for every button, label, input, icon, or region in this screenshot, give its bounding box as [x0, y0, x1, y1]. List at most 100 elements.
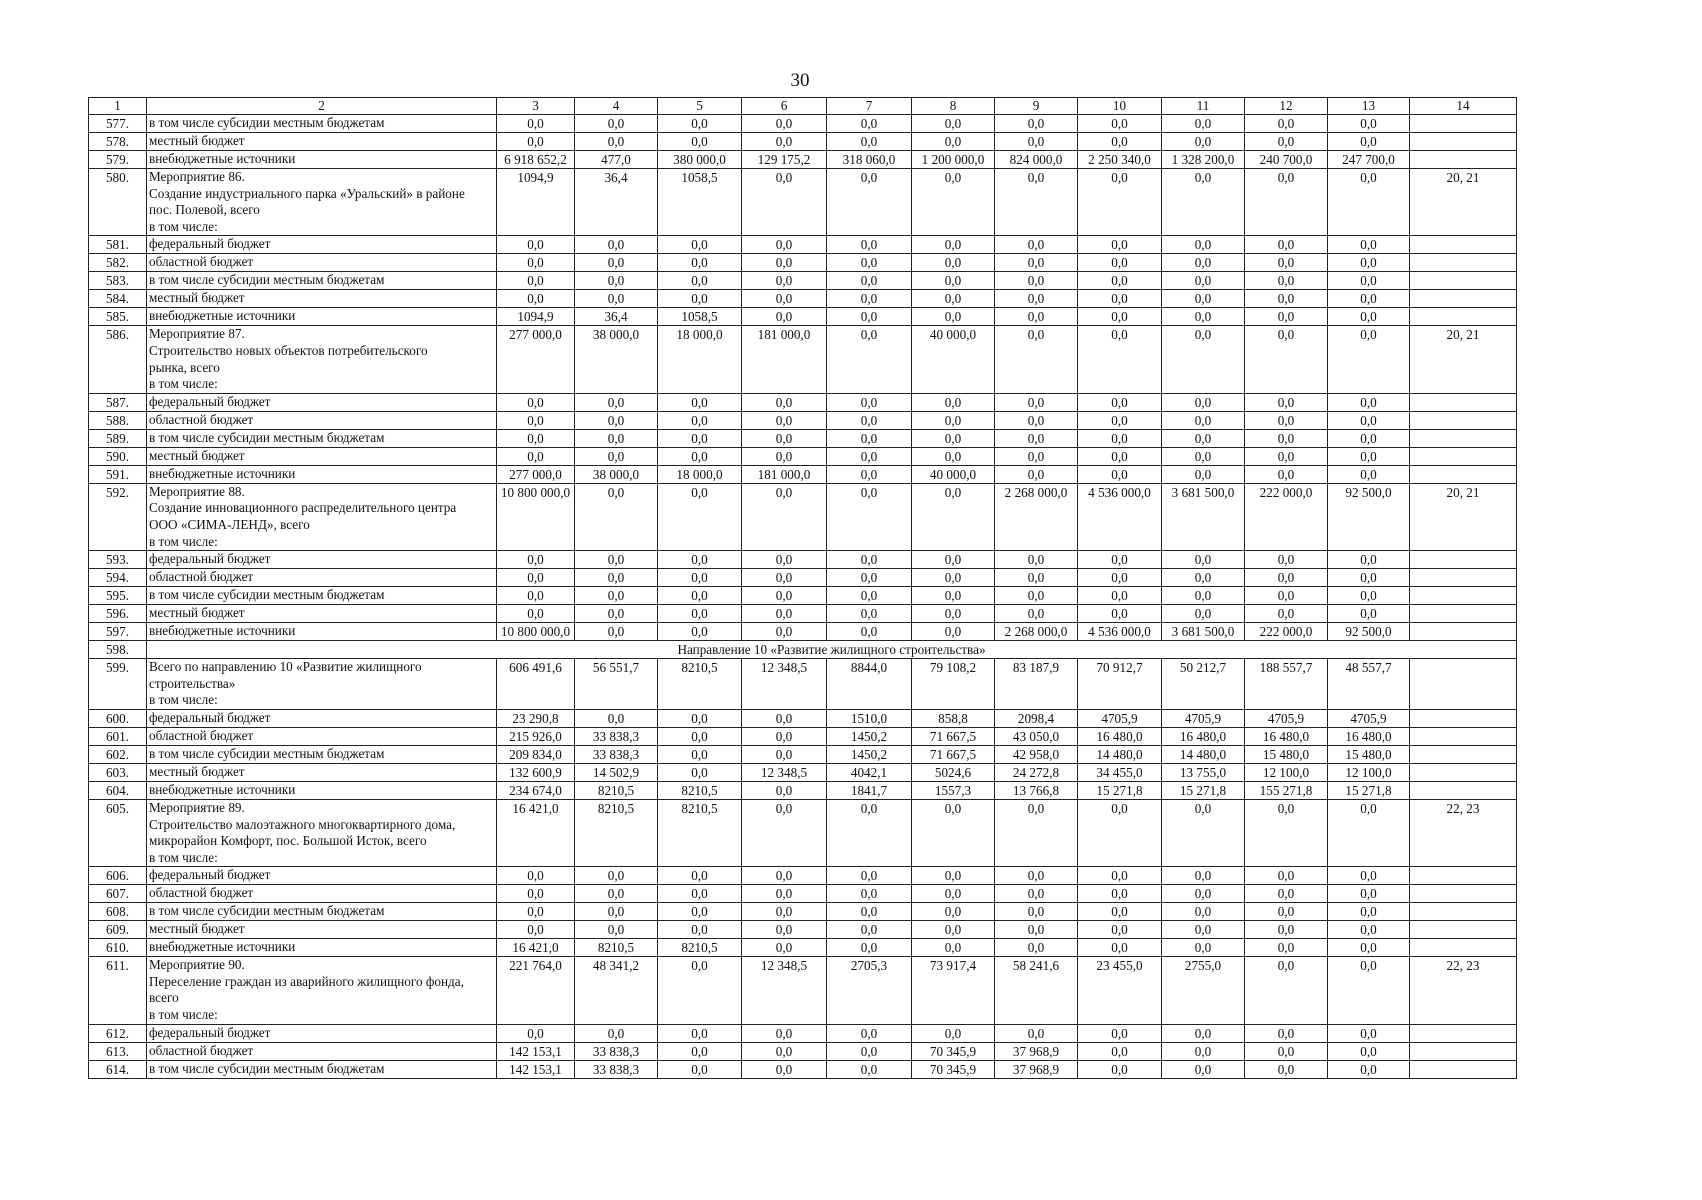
value-cell: 0,0	[1161, 902, 1245, 922]
reference-cell	[1409, 586, 1517, 606]
reference-cell: 20, 21	[1409, 482, 1517, 552]
value-cell: 0,0	[826, 428, 912, 448]
row-name: федеральный бюджет	[146, 235, 497, 255]
reference-cell	[1409, 271, 1517, 291]
value-cell: 0,0	[657, 708, 742, 728]
table-row: 595. в том числе субсидии местным бюджета…	[88, 586, 1517, 606]
row-number: 586.	[88, 325, 147, 394]
value-cell: 0,0	[496, 428, 575, 448]
value-cell: 0,0	[1161, 550, 1245, 570]
value-cell: 0,0	[994, 446, 1078, 466]
value-cell: 0,0	[826, 604, 912, 624]
value-cell: 73 917,4	[911, 956, 995, 1025]
value-cell: 0,0	[1327, 271, 1410, 291]
value-cell: 13 755,0	[1161, 762, 1245, 782]
value-cell: 0,0	[911, 866, 995, 886]
value-cell: 0,0	[741, 253, 827, 273]
value-cell: 0,0	[741, 289, 827, 309]
row-name: местный бюджет	[146, 132, 497, 151]
value-cell: 1 200 000,0	[911, 150, 995, 169]
value-cell: 0,0	[657, 446, 742, 466]
value-cell: 0,0	[574, 866, 658, 886]
value-cell: 0,0	[826, 1059, 912, 1079]
value-cell: 0,0	[1244, 920, 1328, 940]
row-name: Мероприятие 86. Создание индустриального…	[146, 167, 497, 237]
row-number: 604.	[88, 780, 147, 800]
value-cell: 0,0	[1161, 464, 1245, 484]
value-cell: 215 926,0	[496, 726, 575, 746]
table-row: 588. областной бюджет 0,0 0,0 0,0 0,0 0,0 0,0 0,…	[88, 410, 1517, 430]
value-cell: 0,0	[657, 482, 742, 552]
value-cell: 0,0	[826, 132, 912, 151]
value-cell: 0,0	[657, 253, 742, 273]
value-cell: 0,0	[1327, 1023, 1410, 1043]
value-cell: 0,0	[911, 622, 995, 642]
value-cell: 0,0	[826, 550, 912, 570]
value-cell: 0,0	[911, 428, 995, 448]
value-cell: 0,0	[1077, 132, 1162, 151]
table-row: 589. в том числе субсидии местным бюджета…	[88, 428, 1517, 448]
value-cell: 0,0	[1244, 132, 1328, 151]
row-number: 581.	[88, 235, 147, 255]
value-cell: 0,0	[1327, 132, 1410, 151]
value-cell: 0,0	[826, 1041, 912, 1061]
value-cell: 0,0	[741, 132, 827, 151]
value-cell: 1510,0	[826, 708, 912, 728]
value-cell: 0,0	[741, 726, 827, 746]
reference-cell	[1409, 658, 1517, 710]
reference-cell	[1409, 1041, 1517, 1061]
reference-cell	[1409, 446, 1517, 466]
row-name: местный бюджет	[146, 289, 497, 309]
value-cell: 0,0	[1327, 902, 1410, 922]
row-number: 611.	[88, 956, 147, 1025]
value-cell: 1450,2	[826, 744, 912, 764]
row-number: 580.	[88, 167, 147, 237]
row-number: 600.	[88, 708, 147, 728]
value-cell: 10 800 000,0	[496, 482, 575, 552]
value-cell: 0,0	[574, 271, 658, 291]
value-cell: 0,0	[1161, 410, 1245, 430]
value-cell: 71 667,5	[911, 744, 995, 764]
value-cell: 0,0	[741, 235, 827, 255]
row-number: 605.	[88, 798, 147, 868]
value-cell: 16 480,0	[1244, 726, 1328, 746]
value-cell: 0,0	[741, 568, 827, 588]
reference-cell	[1409, 550, 1517, 570]
row-name: Мероприятие 90. Переселение граждан из а…	[146, 956, 497, 1025]
value-cell: 0,0	[574, 622, 658, 642]
value-cell: 0,0	[994, 289, 1078, 309]
table-row: 603. местный бюджет 132 600,9 14 502,9 0,0 12…	[88, 762, 1517, 782]
row-name: федеральный бюджет	[146, 1023, 497, 1043]
value-cell: 12 348,5	[741, 956, 827, 1025]
value-cell: 0,0	[994, 568, 1078, 588]
value-cell: 0,0	[994, 464, 1078, 484]
value-cell: 4 536 000,0	[1077, 622, 1162, 642]
reference-cell	[1409, 762, 1517, 782]
table-row: 580. Мероприятие 86. Создание индустриаль…	[88, 167, 1517, 237]
value-cell: 79 108,2	[911, 658, 995, 710]
row-name: областной бюджет	[146, 410, 497, 430]
value-cell: 2705,3	[826, 956, 912, 1025]
value-cell: 2 268 000,0	[994, 482, 1078, 552]
table-row: 609. местный бюджет 0,0 0,0 0,0 0,0 0,0 0,0 0,0 0…	[88, 920, 1517, 940]
value-cell: 0,0	[1161, 235, 1245, 255]
value-cell: 0,0	[741, 902, 827, 922]
value-cell: 0,0	[574, 289, 658, 309]
value-cell: 0,0	[1244, 866, 1328, 886]
row-number: 610.	[88, 938, 147, 958]
value-cell: 0,0	[1077, 410, 1162, 430]
value-cell: 0,0	[1161, 884, 1245, 904]
column-header: 10	[1077, 97, 1162, 115]
value-cell: 0,0	[911, 114, 995, 133]
value-cell: 8210,5	[574, 938, 658, 958]
value-cell: 0,0	[496, 446, 575, 466]
reference-cell	[1409, 744, 1517, 764]
value-cell: 142 153,1	[496, 1059, 575, 1079]
value-cell: 0,0	[1244, 1023, 1328, 1043]
value-cell: 0,0	[1077, 1023, 1162, 1043]
value-cell: 1557,3	[911, 780, 995, 800]
value-cell: 0,0	[994, 866, 1078, 886]
value-cell: 0,0	[741, 938, 827, 958]
value-cell: 0,0	[1161, 114, 1245, 133]
value-cell: 0,0	[1327, 1059, 1410, 1079]
